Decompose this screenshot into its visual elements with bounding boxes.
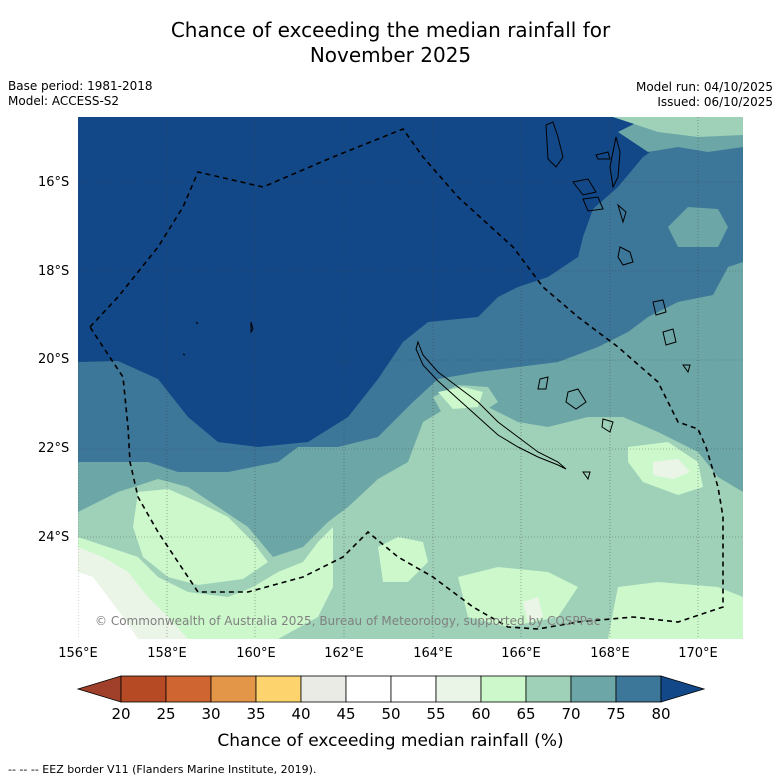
model-name: Model: ACCESS-S2: [8, 94, 120, 108]
loyalty-islands: [537, 376, 614, 481]
model-run: Model run: 04/10/2025: [635, 80, 773, 94]
zone-50-55-c: [523, 597, 543, 622]
zone-60-65: [78, 407, 743, 639]
colorbar-tick-label: 80: [651, 705, 671, 723]
colorbar-segment: [255, 675, 302, 703]
base-period: Base period: 1981-2018: [8, 79, 153, 93]
lon-label-156e: 156°E: [58, 646, 98, 661]
colorbar-extend-low: [76, 675, 122, 703]
vanuatu-islands: [545, 121, 691, 374]
lon-label-158e: 158°E: [147, 646, 187, 661]
lon-label-162e: 162°E: [324, 646, 364, 661]
colorbar-segment: [120, 675, 167, 703]
colorbar-tick-label: 45: [336, 705, 356, 723]
title-line-1: Chance of exceeding the median rainfall …: [170, 18, 611, 42]
colorbar-tick-label: 20: [111, 705, 131, 723]
colorbar-extend-high: [660, 675, 706, 703]
zone-65-70-east: [668, 207, 728, 247]
new-caledonia-island: [415, 340, 567, 470]
lat-label-20s: 20°S: [38, 352, 70, 367]
colorbar-tick-label: 75: [606, 705, 626, 723]
colorbar-title: Chance of exceeding median rainfall (%): [217, 731, 564, 751]
colorbar-tick-label: 30: [201, 705, 221, 723]
lon-label-170e: 170°E: [678, 646, 718, 661]
issued-date: Issued: 06/10/2025: [657, 95, 773, 109]
colorbar-segment: [345, 675, 392, 703]
meta-right: Model run: 04/10/2025 Issued: 06/10/2025: [636, 80, 773, 110]
lat-label-18s: 18°S: [38, 264, 70, 279]
colorbar-segment: [165, 675, 212, 703]
copyright-text: © Commonwealth of Australia 2025, Bureau…: [95, 614, 601, 628]
zone-55-60-g: [438, 387, 483, 409]
zone-55-60-e: [608, 582, 743, 639]
colorbar-tick-label: 25: [156, 705, 176, 723]
colorbar-tick-label: 50: [381, 705, 401, 723]
lon-label-164e: 164°E: [413, 646, 453, 661]
lon-label-168e: 168°E: [590, 646, 630, 661]
eez-legend-note: -- -- -- EEZ border V11 (Flanders Marine…: [8, 763, 317, 776]
colorbar-segment: [615, 675, 662, 703]
eez-border: [88, 128, 724, 630]
lat-label-22s: 22°S: [38, 441, 70, 456]
colorbar-segment: [300, 675, 347, 703]
zone-45-50: [78, 572, 138, 639]
colorbar-segment: [480, 675, 527, 703]
colorbar-tick-label: 70: [561, 705, 581, 723]
zone-50-55-b: [653, 459, 690, 479]
colorbar-tick-label: 65: [516, 705, 536, 723]
lat-label-24s: 24°S: [38, 530, 70, 545]
gridlines: [78, 117, 743, 639]
colorbar-tick-label: 60: [471, 705, 491, 723]
title-line-2: November 2025: [309, 43, 472, 67]
colorbar: [76, 675, 706, 703]
meta-left: Base period: 1981-2018 Model: ACCESS-S2: [8, 79, 153, 109]
colorbar-segment: [525, 675, 572, 703]
zone-55-60-d: [458, 567, 578, 627]
colorbar-tick-label: 35: [246, 705, 266, 723]
colorbar-tick-label: 40: [291, 705, 311, 723]
lon-label-166e: 166°E: [501, 646, 541, 661]
colorbar-tick-label: 55: [426, 705, 446, 723]
rainfall-map: [78, 117, 743, 639]
colorbar-segments: [76, 675, 706, 703]
colorbar-segment: [570, 675, 617, 703]
colorbar-segment: [390, 675, 437, 703]
small-islets: [182, 321, 254, 356]
colorbar-segment: [435, 675, 482, 703]
lon-label-160e: 160°E: [236, 646, 276, 661]
lat-label-16s: 16°S: [38, 175, 70, 190]
map-title: Chance of exceeding the median rainfall …: [0, 18, 781, 68]
colorbar-segment: [210, 675, 257, 703]
zone-60-65-north: [613, 117, 743, 137]
